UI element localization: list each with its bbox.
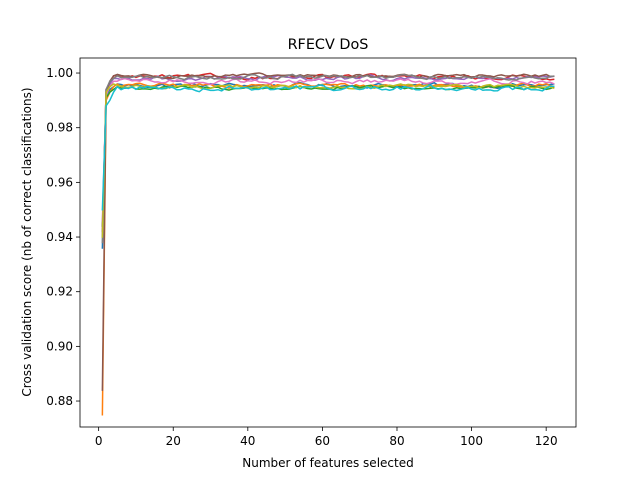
series-line-7: [101, 77, 555, 222]
series-layer: [101, 72, 555, 416]
x-tick-label: 0: [95, 434, 103, 448]
y-axis-title: Cross validation score (nb of correct cl…: [20, 87, 34, 396]
y-tick-label: 0.96: [46, 175, 73, 189]
x-axis-title: Number of features selected: [242, 456, 413, 470]
x-tick-label: 100: [460, 434, 483, 448]
y-tick-label: 0.90: [46, 339, 73, 353]
x-axis-ticks: 0 20 40 60 80 100 120: [95, 427, 558, 448]
y-tick-label: 0.98: [46, 121, 73, 135]
x-tick-label: 40: [240, 434, 255, 448]
chart-title: RFECV DoS: [288, 37, 369, 53]
y-tick-label: 1.00: [46, 66, 73, 80]
y-tick-label: 0.88: [46, 394, 73, 408]
y-axis-ticks: 0.88 0.90 0.92 0.94 0.96 0.98 1.00: [46, 66, 80, 408]
x-tick-label: 80: [389, 434, 404, 448]
y-tick-label: 0.94: [46, 230, 73, 244]
x-tick-label: 60: [315, 434, 330, 448]
plot-frame: [79, 57, 577, 428]
x-tick-label: 120: [535, 434, 558, 448]
x-tick-label: 20: [166, 434, 181, 448]
y-tick-label: 0.92: [46, 285, 73, 299]
series-line-8: [101, 73, 555, 244]
series-line-10: [101, 84, 555, 211]
